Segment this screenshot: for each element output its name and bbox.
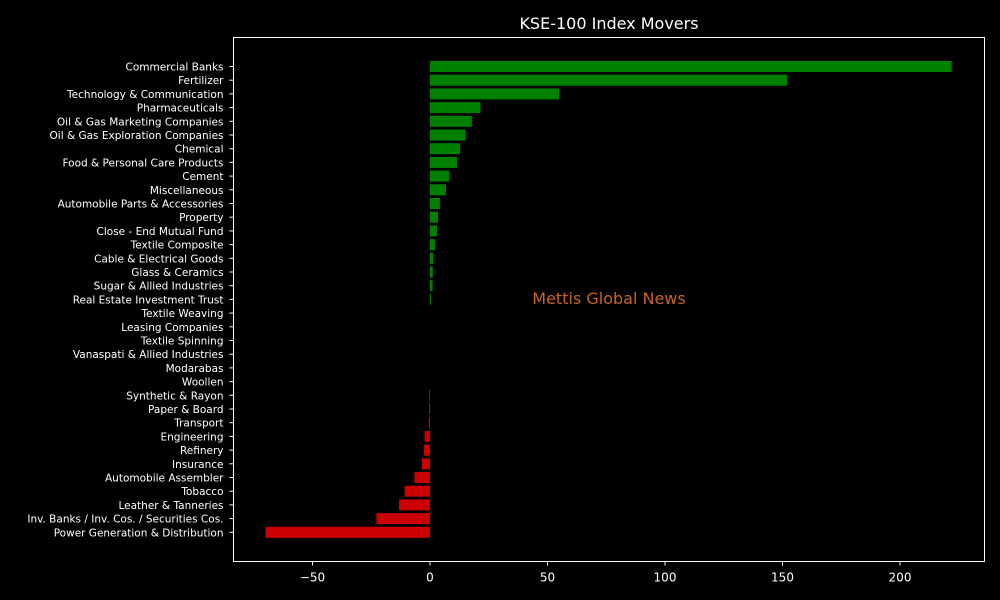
category-label: Commercial Banks xyxy=(126,62,224,74)
bar xyxy=(376,513,430,525)
category-label: Real Estate Investment Trust xyxy=(73,294,224,306)
category-label: Textile Composite xyxy=(130,240,224,252)
bar xyxy=(430,239,436,251)
bar xyxy=(429,389,431,401)
category-label: Close - End Mutual Fund xyxy=(97,226,224,238)
category-label: Miscellaneous xyxy=(150,185,224,197)
category-label: Synthetic & Rayon xyxy=(126,390,223,402)
category-label: Food & Personal Care Products xyxy=(62,157,223,169)
category-label: Leasing Companies xyxy=(121,322,223,334)
bar xyxy=(430,88,560,100)
category-label: Automobile Assembler xyxy=(105,473,224,485)
bar xyxy=(404,485,430,497)
bar xyxy=(265,526,430,538)
category-label: Chemical xyxy=(175,144,224,156)
x-tick-label: 200 xyxy=(889,571,912,585)
category-label: Pharmaceuticals xyxy=(137,103,224,115)
bar xyxy=(423,444,430,456)
bar xyxy=(430,129,466,141)
bar xyxy=(430,102,481,114)
bar xyxy=(430,252,434,264)
category-label: Textile Spinning xyxy=(140,336,224,348)
bar xyxy=(429,403,431,415)
category-label: Fertilizer xyxy=(178,75,224,87)
bar xyxy=(430,61,952,72)
bars-group xyxy=(265,61,952,538)
bar xyxy=(414,472,430,483)
category-label: Insurance xyxy=(172,459,224,471)
category-label: Oil & Gas Marketing Companies xyxy=(57,116,224,128)
category-label: Cement xyxy=(182,171,223,183)
category-label: Refinery xyxy=(180,445,224,457)
bar xyxy=(430,156,458,168)
category-label: Woollen xyxy=(182,377,224,389)
category-label: Automobile Parts & Accessories xyxy=(58,199,224,211)
category-label: Property xyxy=(179,212,223,224)
bar xyxy=(430,211,438,223)
bar xyxy=(428,417,430,429)
category-label: Technology & Communication xyxy=(66,89,223,101)
bar xyxy=(430,143,461,155)
bar xyxy=(422,458,430,470)
category-label: Tobacco xyxy=(180,486,223,498)
category-label: Glass & Ceramics xyxy=(131,267,223,279)
bar xyxy=(430,170,450,182)
bar xyxy=(424,430,430,442)
bar xyxy=(430,198,440,209)
bar xyxy=(398,499,430,511)
x-tick-label: 150 xyxy=(771,571,794,585)
bar xyxy=(430,74,788,86)
x-tick-label: 100 xyxy=(654,571,677,585)
category-label: Oil & Gas Exploration Companies xyxy=(50,130,224,142)
category-label: Paper & Board xyxy=(148,404,223,416)
bar xyxy=(430,115,472,127)
chart-title: KSE-100 Index Movers xyxy=(519,14,698,33)
category-label: Leather & Tanneries xyxy=(118,500,223,512)
bar xyxy=(430,266,433,278)
bar xyxy=(430,225,438,237)
category-label: Transport xyxy=(173,418,223,430)
category-label: Sugar & Allied Industries xyxy=(94,281,224,293)
category-label: Engineering xyxy=(161,431,224,443)
bar xyxy=(430,184,446,196)
x-tick-label: 0 xyxy=(426,571,434,585)
bar xyxy=(430,293,431,305)
x-tick-label: 50 xyxy=(540,571,555,585)
category-label: Inv. Banks / Inv. Cos. / Securities Cos. xyxy=(27,514,223,526)
plot-area-frame xyxy=(233,37,985,562)
watermark-text: Mettis Global News xyxy=(532,289,685,308)
category-label: Vanaspati & Allied Industries xyxy=(73,349,224,361)
category-label: Power Generation & Distribution xyxy=(54,527,224,539)
x-ticks-group: −50 0 50 100 150 200 xyxy=(300,561,912,585)
x-tick-label: −50 xyxy=(300,571,325,585)
bar xyxy=(430,280,433,292)
category-label: Modarabas xyxy=(166,363,224,375)
category-label: Cable & Electrical Goods xyxy=(94,253,223,265)
category-label: Textile Weaving xyxy=(141,308,224,320)
